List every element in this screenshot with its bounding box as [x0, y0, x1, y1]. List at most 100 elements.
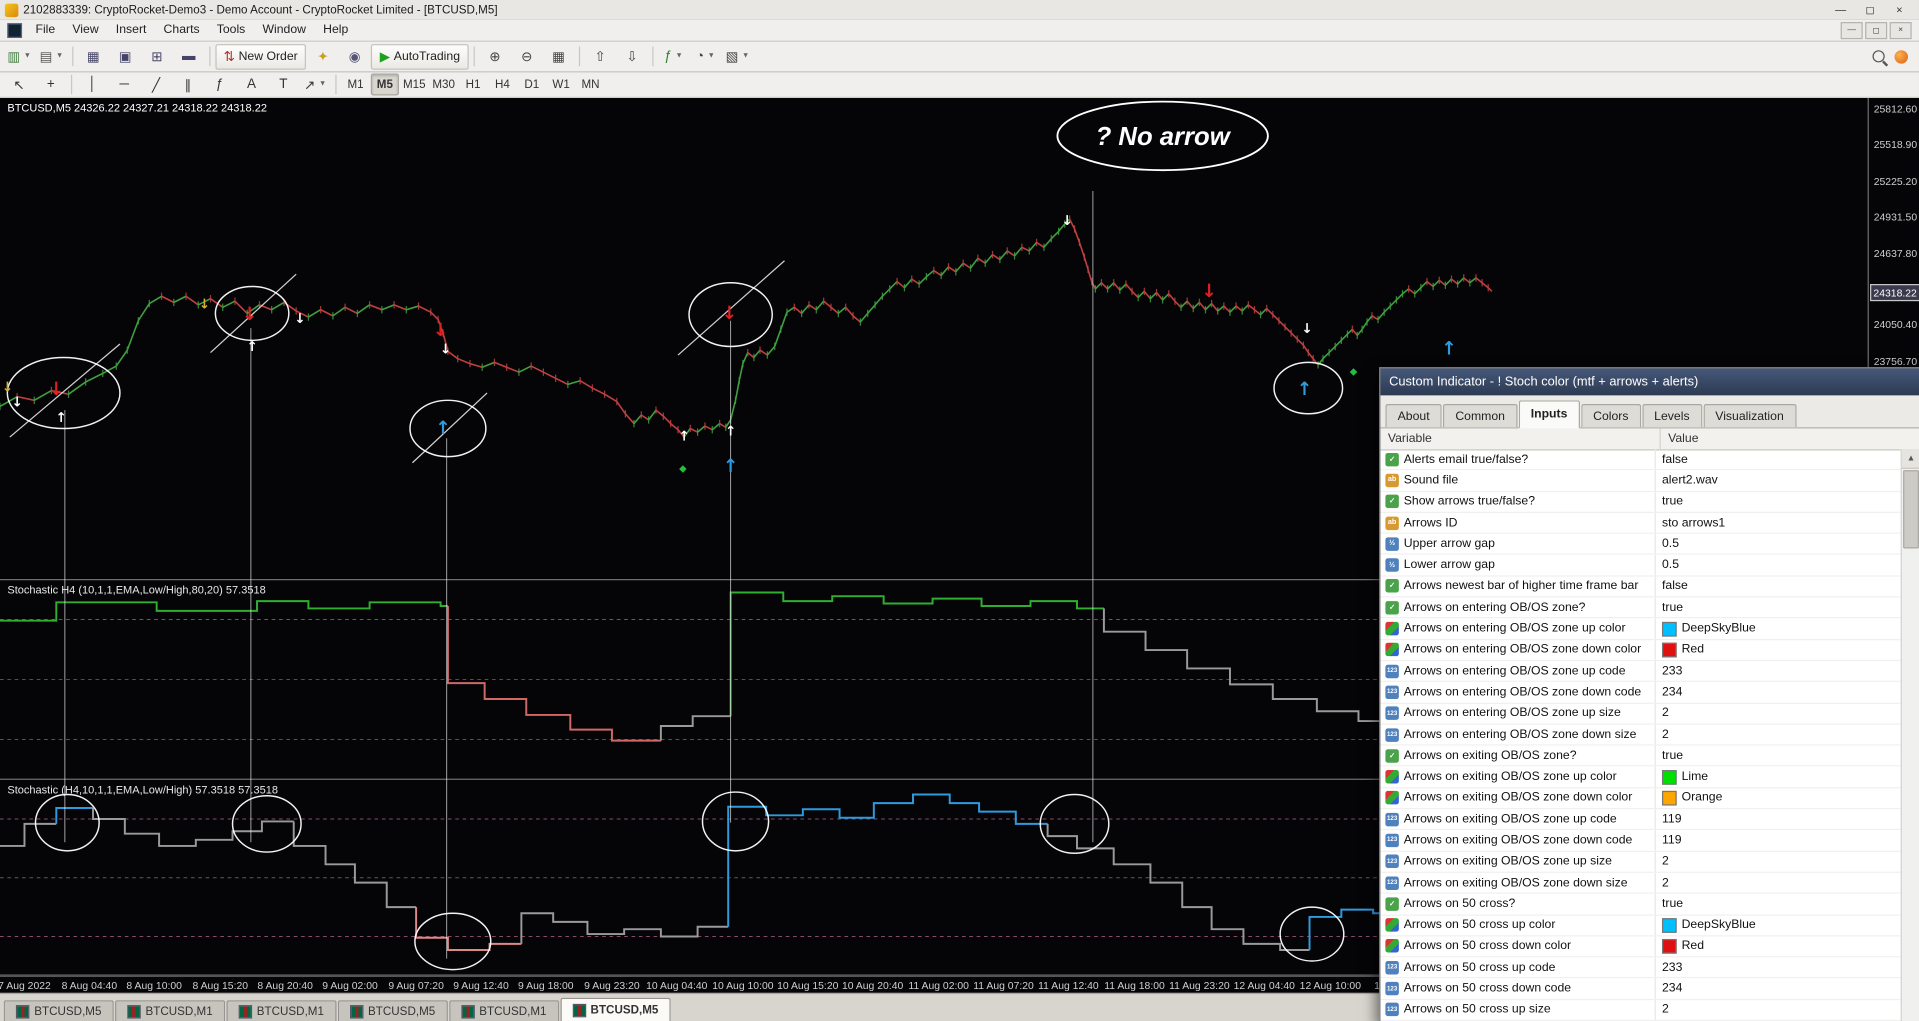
- timeframe-h4[interactable]: H4: [494, 77, 510, 92]
- input-value-cell[interactable]: false: [1656, 576, 1902, 596]
- arrows-tool-button[interactable]: ↗ ▼: [300, 72, 331, 98]
- input-row[interactable]: ✓ Arrows on 50 cross? true: [1380, 893, 1902, 916]
- child-restore-button[interactable]: ◻: [1865, 21, 1888, 39]
- input-row[interactable]: 123 Arrows on entering OB/OS zone down si…: [1380, 724, 1902, 746]
- sort-ascending-button[interactable]: ⇧: [585, 43, 616, 69]
- timeframe-h1[interactable]: H1: [465, 77, 481, 92]
- search-icon[interactable]: [1872, 50, 1885, 63]
- input-row[interactable]: 123 Arrows on entering OB/OS zone down co…: [1380, 682, 1902, 704]
- input-row[interactable]: Arrows on exiting OB/OS zone up color Lim…: [1380, 766, 1902, 789]
- input-value-cell[interactable]: DeepSkyBlue: [1656, 915, 1902, 935]
- expert-advisors-button[interactable]: ◉: [339, 43, 370, 69]
- input-value-cell[interactable]: true: [1656, 598, 1902, 618]
- input-value-cell[interactable]: Red: [1656, 936, 1902, 956]
- input-value-cell[interactable]: 2: [1656, 1000, 1902, 1020]
- new-order-button[interactable]: ⇅ New Order: [215, 43, 307, 70]
- input-value-cell[interactable]: sto arrows1: [1656, 513, 1902, 533]
- input-row[interactable]: ab Sound file alert2.wav: [1380, 470, 1902, 492]
- input-row[interactable]: Arrows on entering OB/OS zone up color De…: [1380, 618, 1902, 640]
- chart-tab[interactable]: BTCUSD,M5: [337, 1000, 448, 1021]
- input-row[interactable]: 123 Arrows on entering OB/OS zone up code…: [1380, 661, 1902, 683]
- navigator-button[interactable]: ⊞: [142, 43, 173, 69]
- timeframe-m5[interactable]: M5: [370, 73, 399, 96]
- vertical-line-button[interactable]: │: [77, 72, 108, 98]
- menu-tools[interactable]: Tools: [216, 23, 246, 37]
- market-watch-button[interactable]: ▦: [78, 43, 109, 69]
- zoom-in-button[interactable]: ⊕: [480, 43, 511, 69]
- input-value-cell[interactable]: 2: [1656, 873, 1902, 893]
- profiles-button[interactable]: ▤ ▼: [36, 43, 67, 69]
- input-value-cell[interactable]: true: [1656, 894, 1902, 914]
- input-row[interactable]: 123 Arrows on exiting OB/OS zone down siz…: [1380, 872, 1902, 894]
- periods-button[interactable]: ◔ ▼: [690, 43, 721, 69]
- input-value-cell[interactable]: 233: [1656, 661, 1902, 681]
- input-value-cell[interactable]: 2: [1656, 725, 1902, 745]
- tile-windows-button[interactable]: ▦: [543, 43, 574, 69]
- data-window-button[interactable]: ▣: [110, 43, 141, 69]
- table-scrollbar[interactable]: ▲: [1900, 449, 1919, 1021]
- text-label-button[interactable]: T: [268, 72, 299, 98]
- input-row[interactable]: 123 Arrows on 50 cross down code 234: [1380, 978, 1902, 1000]
- chart-tab[interactable]: BTCUSD,M1: [114, 1000, 225, 1021]
- input-row[interactable]: ½ Lower arrow gap 0.5: [1380, 555, 1902, 577]
- text-button[interactable]: A: [236, 72, 267, 98]
- menu-file[interactable]: File: [35, 23, 56, 37]
- timeframe-m15[interactable]: M15: [402, 77, 426, 92]
- dialog-tab-visualization[interactable]: Visualization: [1703, 403, 1796, 428]
- input-value-cell[interactable]: 0.5: [1656, 534, 1902, 554]
- input-value-cell[interactable]: Red: [1656, 640, 1902, 660]
- input-row[interactable]: 123 Arrows on entering OB/OS zone up size…: [1380, 703, 1902, 725]
- dialog-tab-colors[interactable]: Colors: [1580, 403, 1641, 428]
- input-row[interactable]: ½ Upper arrow gap 0.5: [1380, 533, 1902, 556]
- indicators-list-button[interactable]: ƒ ▼: [658, 43, 689, 69]
- fibonacci-retracement-button[interactable]: ƒ: [204, 72, 235, 98]
- dialog-tab-common[interactable]: Common: [1443, 403, 1518, 428]
- horizontal-line-button[interactable]: ─: [109, 72, 140, 98]
- metaeditor-button[interactable]: ✦: [308, 43, 339, 69]
- input-value-cell[interactable]: 119: [1656, 809, 1902, 829]
- input-value-cell[interactable]: 2: [1656, 852, 1902, 872]
- input-row[interactable]: ✓ Show arrows true/false? true: [1380, 491, 1902, 513]
- dialog-tab-inputs[interactable]: Inputs: [1518, 400, 1580, 429]
- input-row[interactable]: Arrows on 50 cross down color Red: [1380, 936, 1902, 958]
- close-button[interactable]: ×: [1896, 3, 1903, 16]
- menu-view[interactable]: View: [72, 23, 99, 37]
- scrollbar-up-icon[interactable]: ▲: [1901, 449, 1919, 469]
- input-value-cell[interactable]: 119: [1656, 830, 1902, 850]
- input-row[interactable]: 123 Arrows on exiting OB/OS zone up code 1…: [1380, 809, 1902, 831]
- chart-tab[interactable]: BTCUSD,M1: [448, 1000, 559, 1021]
- timeframe-m30[interactable]: M30: [432, 77, 455, 92]
- crosshair-button[interactable]: +: [35, 72, 66, 98]
- input-value-cell[interactable]: 234: [1656, 682, 1902, 702]
- input-value-cell[interactable]: Orange: [1656, 788, 1902, 808]
- input-row[interactable]: ✓ Arrows on entering OB/OS zone? true: [1380, 597, 1902, 619]
- templates-button[interactable]: ▧ ▼: [722, 43, 753, 69]
- maximize-button[interactable]: ◻: [1865, 3, 1875, 16]
- menu-window[interactable]: Window: [262, 23, 307, 37]
- terminal-button[interactable]: ▬: [173, 43, 204, 69]
- chart-tab[interactable]: BTCUSD,M5: [559, 997, 671, 1021]
- input-row[interactable]: 123 Arrows on 50 cross up code 233: [1380, 957, 1902, 979]
- sort-descending-button[interactable]: ⇩: [617, 43, 648, 69]
- cursor-button[interactable]: ↖: [4, 72, 35, 98]
- column-header-variable[interactable]: Variable: [1381, 428, 1661, 450]
- timeframe-d1[interactable]: D1: [524, 77, 540, 92]
- input-row[interactable]: ab Arrows ID sto arrows1: [1380, 512, 1902, 534]
- input-row[interactable]: Arrows on 50 cross up color DeepSkyBlue: [1380, 915, 1902, 937]
- input-value-cell[interactable]: true: [1656, 746, 1902, 766]
- child-minimize-button[interactable]: —: [1840, 21, 1863, 39]
- column-header-value[interactable]: Value: [1661, 428, 1919, 449]
- input-row[interactable]: ✓ Alerts email true/false? false: [1380, 449, 1902, 471]
- minimize-button[interactable]: —: [1835, 3, 1847, 16]
- input-value-cell[interactable]: 2: [1656, 703, 1902, 723]
- input-value-cell[interactable]: false: [1656, 449, 1902, 469]
- dialog-title[interactable]: Custom Indicator - ! Stoch color (mtf + …: [1380, 368, 1919, 396]
- input-row[interactable]: Arrows on entering OB/OS zone down color…: [1380, 639, 1902, 662]
- trendline-button[interactable]: ╱: [141, 72, 172, 98]
- equidistant-channel-button[interactable]: ∥: [173, 72, 204, 98]
- input-row[interactable]: 123 Arrows on exiting OB/OS zone up size 2: [1380, 851, 1902, 873]
- input-value-cell[interactable]: 233: [1656, 957, 1902, 977]
- input-row[interactable]: ✓ Arrows on exiting OB/OS zone? true: [1380, 745, 1902, 767]
- input-value-cell[interactable]: 0.5: [1656, 555, 1902, 575]
- zoom-out-button[interactable]: ⊖: [511, 43, 542, 69]
